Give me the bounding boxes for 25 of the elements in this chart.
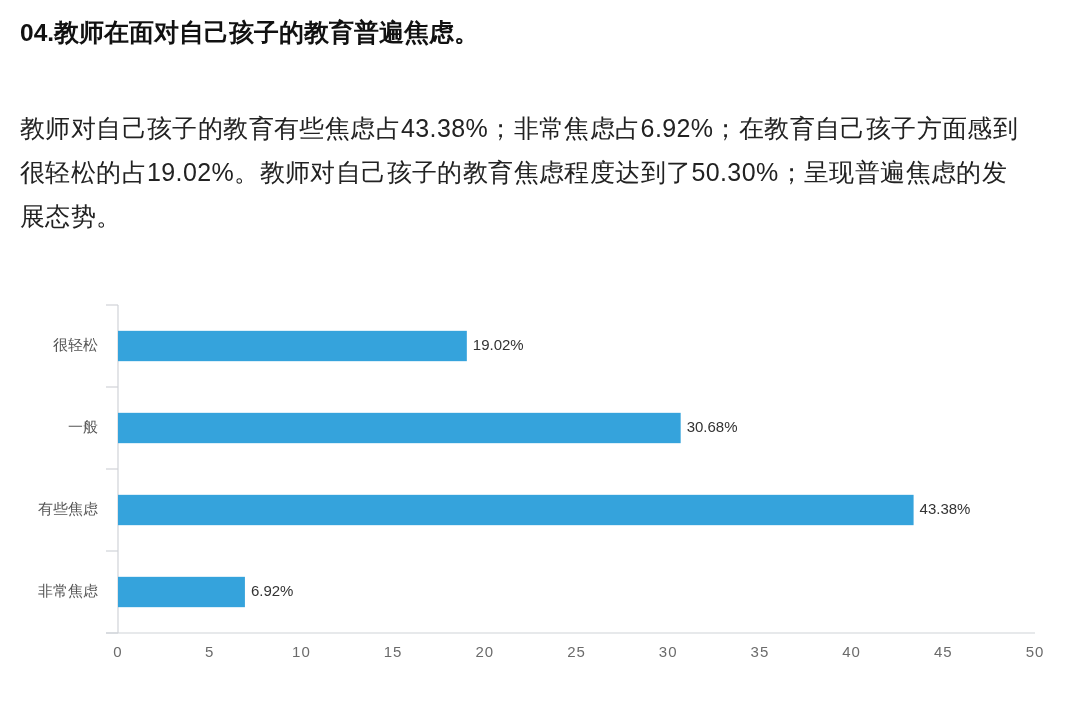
bar (118, 330, 467, 362)
chart-title: 04.教师在面对自己孩子的教育普遍焦虑。 (20, 18, 480, 48)
chart-subtitle: 教师对自己孩子的教育有些焦虑占43.38%；非常焦虑占6.92%；在教育自己孩子方面感到很轻松的占19.02%。教师对自己孩子的教育焦虑程度达到了50.30%；呈现普遍焦虑的发展态势。 (20, 113, 1020, 232)
data-label: 19.02% (472, 335, 524, 353)
x-tick-label: 25 (567, 643, 586, 660)
x-tick-label: 35 (750, 643, 770, 660)
y-tick-label: 有些焦虑 (38, 499, 98, 517)
x-tick-label: 5 (205, 643, 215, 660)
x-tick-label: 0 (113, 643, 123, 660)
x-tick-label: 15 (383, 643, 403, 660)
y-tick-label: 一般 (68, 417, 98, 435)
bar (118, 576, 245, 608)
bar (118, 412, 681, 444)
data-label: 43.38% (919, 499, 971, 517)
x-tick-label: 40 (842, 643, 861, 660)
y-tick-label: 很轻松 (53, 335, 98, 353)
x-tick-label: 45 (933, 643, 953, 660)
x-tick-label: 10 (292, 643, 311, 660)
x-tick-label: 30 (658, 643, 678, 660)
x-tick-label: 20 (475, 643, 495, 660)
y-tick-label: 非常焦虑 (38, 581, 98, 599)
bar (118, 494, 914, 526)
data-label: 6.92% (250, 581, 294, 599)
data-label: 30.68% (686, 417, 738, 435)
x-tick-label: 50 (1025, 643, 1045, 660)
